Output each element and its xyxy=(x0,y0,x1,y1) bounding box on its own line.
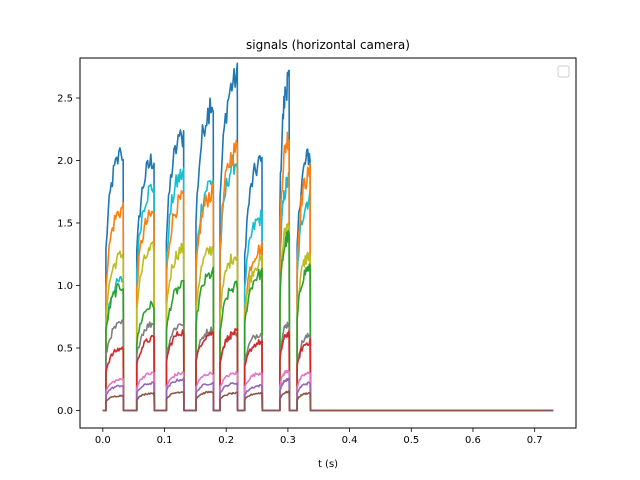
x-axis-label: t (s) xyxy=(318,459,338,470)
x-tick-label: 0.5 xyxy=(403,435,419,446)
y-tick-label: 0.0 xyxy=(57,406,73,417)
chart-title: signals (horizontal camera) xyxy=(246,38,410,52)
x-tick-label: 0.7 xyxy=(527,435,543,446)
legend-box xyxy=(557,65,570,78)
plot-frame xyxy=(79,57,577,429)
x-tick-label: 0.3 xyxy=(280,435,296,446)
series-line xyxy=(102,390,554,412)
x-tick-label: 0.2 xyxy=(218,435,234,446)
y-tick-label: 1.5 xyxy=(57,219,73,230)
x-tick-label: 0.1 xyxy=(157,435,173,446)
y-tick-label: 2.0 xyxy=(57,156,73,167)
x-tick-label: 0.6 xyxy=(465,435,481,446)
y-tick-label: 0.5 xyxy=(57,344,73,355)
ticks-layer: 0.0 0.1 0.2 0.3 0.4 0.5 0.6 0.7 0.0 0.5 1.0 1.5 2.0 2… xyxy=(57,94,543,447)
x-tick-label: 0.4 xyxy=(342,435,358,446)
y-tick-label: 1.0 xyxy=(57,281,73,292)
series-layer xyxy=(102,62,554,412)
x-tick-label: 0.0 xyxy=(95,435,111,446)
y-tick-label: 2.5 xyxy=(57,94,73,105)
